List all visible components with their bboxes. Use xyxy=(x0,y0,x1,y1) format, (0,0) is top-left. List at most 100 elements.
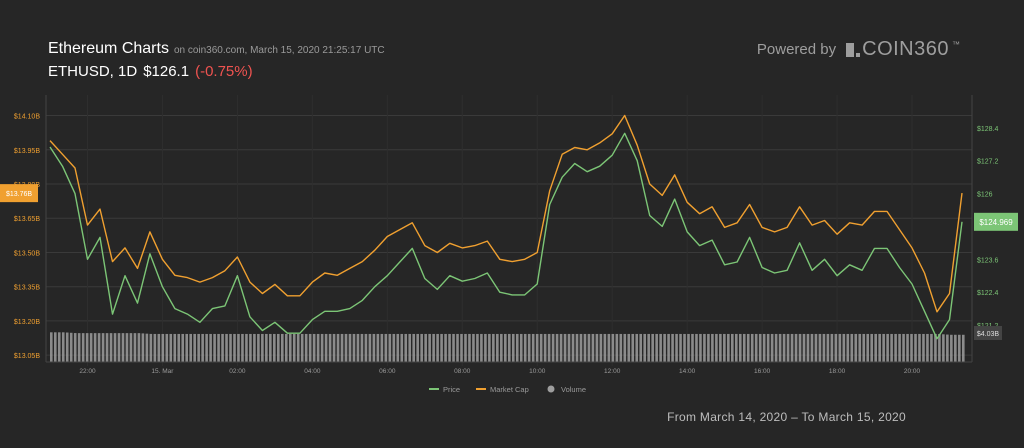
x-axis-tick: 06:00 xyxy=(379,368,396,375)
volume-bar xyxy=(555,333,559,362)
volume-bar xyxy=(814,333,818,362)
volume-bar xyxy=(316,333,320,362)
volume-bar xyxy=(344,333,348,362)
chart-header: Ethereum Charts on coin360.com, March 15… xyxy=(48,40,385,80)
volume-bar xyxy=(603,333,607,362)
volume-bar xyxy=(958,334,961,362)
volume-bar xyxy=(890,333,893,362)
volume-bar xyxy=(627,333,631,362)
price-row: ETHUSD, 1D $126.1 (-0.75%) xyxy=(48,63,385,80)
volume-bar xyxy=(77,333,81,362)
volume-bar xyxy=(639,333,643,362)
x-axis-tick: 15. Mar xyxy=(151,368,174,375)
volume-bar xyxy=(707,333,710,362)
volume-bar xyxy=(962,334,965,362)
volume-bar xyxy=(511,333,515,362)
volume-bar xyxy=(607,333,611,362)
volume-bar xyxy=(934,333,937,362)
volume-bar xyxy=(539,333,543,362)
right-axis-tick: $126 xyxy=(977,192,993,199)
volume-bar xyxy=(846,333,850,362)
volume-bar xyxy=(918,333,921,362)
volume-bar xyxy=(420,333,423,362)
volume-bar xyxy=(774,333,778,362)
volume-bar xyxy=(284,333,288,362)
volume-bar xyxy=(611,333,615,362)
volume-bar xyxy=(312,333,316,362)
volume-bar xyxy=(894,333,897,362)
volume-bar xyxy=(882,333,885,362)
price-change: (-0.75%) xyxy=(195,63,253,80)
volume-bar xyxy=(898,333,901,362)
volume-bar xyxy=(380,333,384,362)
legend-item-market-cap[interactable]: Market Cap xyxy=(476,385,529,394)
volume-bar xyxy=(392,333,396,362)
volume-bar xyxy=(97,333,101,362)
legend-item-price[interactable]: Price xyxy=(429,385,460,394)
volume-bar xyxy=(404,333,408,362)
volume-bar xyxy=(253,333,256,362)
volume-bar xyxy=(384,333,388,362)
x-axis-tick: 12:00 xyxy=(604,368,621,375)
volume-bar xyxy=(368,333,372,362)
volume-bar xyxy=(838,333,842,362)
volume-bar xyxy=(643,333,646,362)
volume-bar xyxy=(189,333,192,362)
powered-by[interactable]: Powered by COIN360 ™ xyxy=(757,38,960,61)
market-cap-last-value-label: $13.76B xyxy=(6,191,32,198)
volume-bar xyxy=(663,333,666,362)
volume-bar xyxy=(631,333,635,362)
volume-bar xyxy=(691,333,694,362)
legend-item-volume[interactable]: Volume xyxy=(547,385,587,394)
powered-by-label: Powered by xyxy=(756,41,837,58)
volume-bar xyxy=(599,333,603,362)
volume-bar xyxy=(221,333,224,362)
axes: $14.10B$13.95B$13.80B$13.65B$13.50B$13.3… xyxy=(0,95,1018,375)
volume-bar xyxy=(619,333,623,362)
volume-bar xyxy=(348,333,352,362)
coin360-logo-icon xyxy=(846,42,861,57)
x-axis-tick: 22:00 xyxy=(79,368,96,375)
volume-bar xyxy=(527,333,531,362)
volume-bar xyxy=(742,333,746,362)
volume-bar xyxy=(396,333,400,362)
volume-bar xyxy=(217,333,220,362)
volume-bar xyxy=(822,333,826,362)
volume-bar xyxy=(579,333,583,362)
volume-bar xyxy=(105,333,109,362)
volume-bar xyxy=(464,333,467,362)
volume-bar xyxy=(448,333,451,362)
volume-bar xyxy=(711,333,714,362)
volume-bar xyxy=(89,333,93,362)
volume-bar xyxy=(635,333,639,362)
volume-bar xyxy=(225,333,228,362)
volume-bar xyxy=(535,333,539,362)
volume-bar xyxy=(750,333,754,362)
volume-bar xyxy=(683,333,686,362)
left-axis-tick: $13.20B xyxy=(14,319,40,326)
volume-bar xyxy=(551,333,555,362)
volume-bar xyxy=(695,333,698,362)
volume-bar xyxy=(734,333,738,362)
left-axis-tick: $13.05B xyxy=(14,353,40,360)
volume-bar xyxy=(328,333,332,362)
volume-bar xyxy=(93,333,97,362)
volume-bar xyxy=(842,333,846,362)
volume-bar xyxy=(922,333,925,362)
coin360-logo[interactable]: COIN360 ™ xyxy=(846,38,960,61)
volume-bar xyxy=(265,333,268,362)
volume-bar xyxy=(523,333,527,362)
volume-bar xyxy=(910,333,913,362)
volume-bar xyxy=(137,333,141,362)
volume-bar xyxy=(926,333,929,362)
volume-bar xyxy=(300,333,304,362)
legend[interactable]: Price Market Cap Volume xyxy=(429,385,586,394)
volume-bar xyxy=(878,333,881,362)
volume-bar xyxy=(727,333,730,362)
volume-bar xyxy=(288,333,292,362)
volume-bar xyxy=(416,333,419,362)
volume-bar xyxy=(304,333,308,362)
volume-bar xyxy=(746,333,750,362)
volume-bar xyxy=(456,333,459,362)
